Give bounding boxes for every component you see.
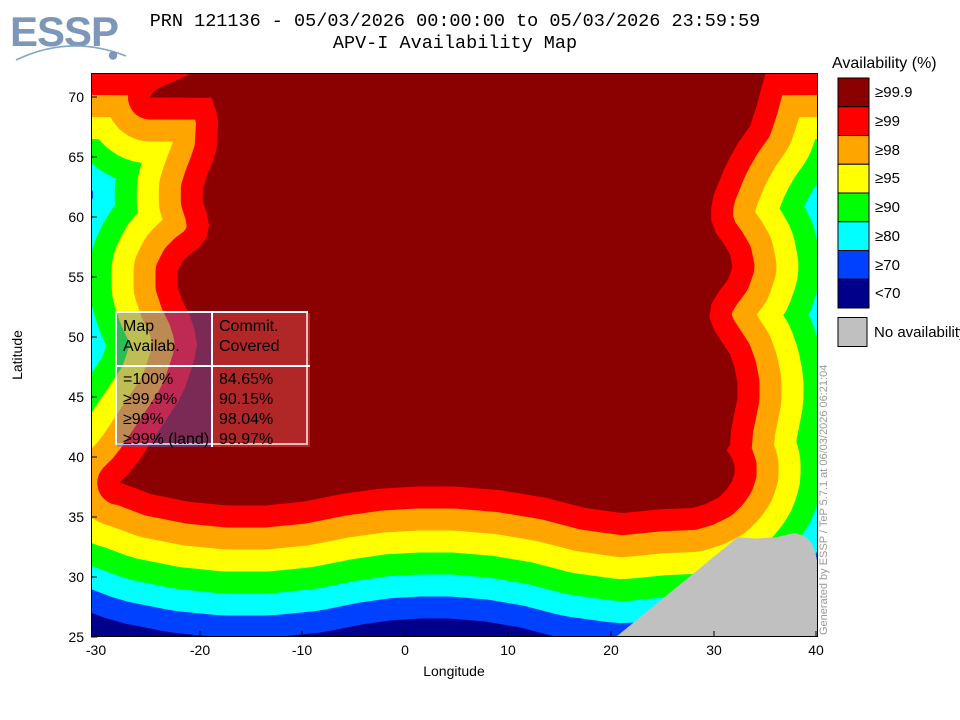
- svg-text:20: 20: [603, 642, 619, 658]
- svg-text:≥70: ≥70: [875, 257, 900, 274]
- svg-text:25: 25: [68, 629, 84, 645]
- svg-text:≥99.9: ≥99.9: [875, 84, 912, 101]
- svg-text:≥98: ≥98: [875, 142, 900, 159]
- svg-text:≥90: ≥90: [875, 199, 900, 216]
- svg-text:No availability: No availability: [874, 324, 960, 341]
- svg-text:Latitude: Latitude: [9, 330, 25, 380]
- svg-text:40: 40: [68, 449, 84, 465]
- svg-text:60: 60: [68, 209, 84, 225]
- svg-text:55: 55: [68, 269, 84, 285]
- svg-text:<70: <70: [875, 285, 900, 302]
- svg-text:50: 50: [68, 329, 84, 345]
- svg-text:35: 35: [68, 509, 84, 525]
- svg-text:-10: -10: [292, 642, 312, 658]
- svg-text:65: 65: [68, 149, 84, 165]
- svg-text:30: 30: [706, 642, 722, 658]
- svg-text:Availability (%): Availability (%): [832, 55, 937, 72]
- svg-text:45: 45: [68, 389, 84, 405]
- svg-text:40: 40: [808, 642, 824, 658]
- svg-text:Generated by ESSP / TeP 5.7.1: Generated by ESSP / TeP 5.7.1 at 06/03/2…: [818, 365, 830, 635]
- svg-text:Longitude: Longitude: [423, 663, 485, 679]
- svg-text:≥95: ≥95: [875, 170, 900, 187]
- svg-text:30: 30: [68, 569, 84, 585]
- svg-text:70: 70: [68, 89, 84, 105]
- svg-text:0: 0: [401, 642, 409, 658]
- svg-text:-20: -20: [190, 642, 210, 658]
- svg-text:≥99: ≥99: [875, 113, 900, 130]
- svg-text:-30: -30: [86, 642, 106, 658]
- svg-text:≥80: ≥80: [875, 228, 900, 245]
- svg-text:10: 10: [500, 642, 516, 658]
